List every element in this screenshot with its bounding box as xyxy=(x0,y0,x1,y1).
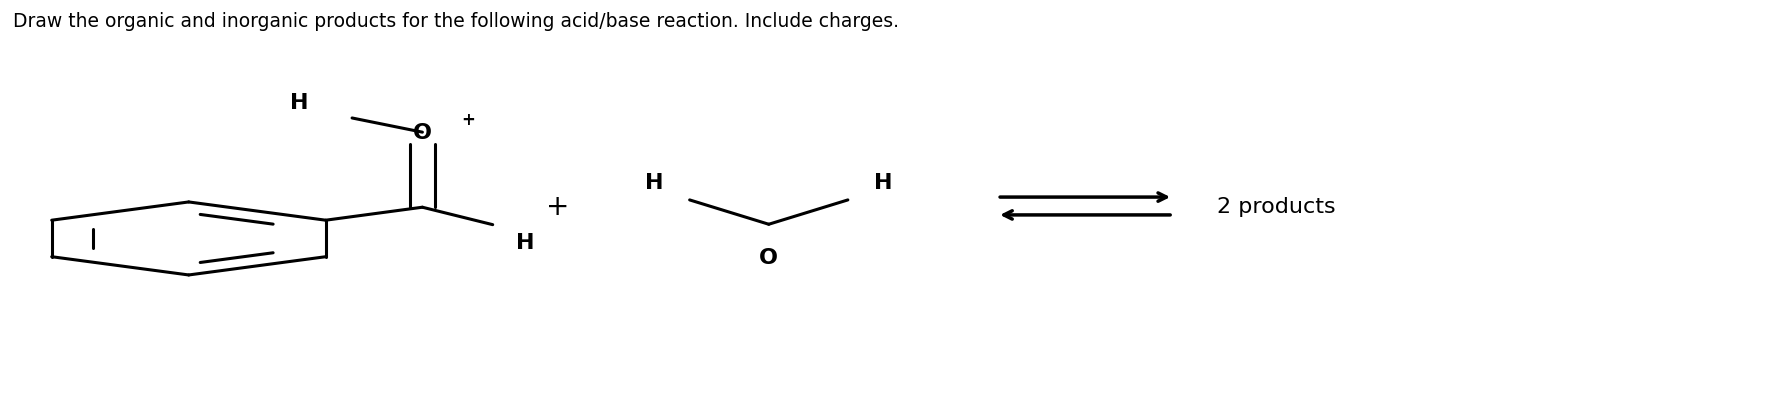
Text: H: H xyxy=(290,93,307,113)
Text: 2 products: 2 products xyxy=(1217,197,1335,216)
Text: +: + xyxy=(546,192,569,221)
Text: O: O xyxy=(759,247,779,267)
Text: H: H xyxy=(516,232,533,252)
Text: H: H xyxy=(874,172,892,192)
Text: H: H xyxy=(645,172,664,192)
Text: O: O xyxy=(413,123,433,143)
Text: Draw the organic and inorganic products for the following acid/base reaction. In: Draw the organic and inorganic products … xyxy=(12,12,899,31)
Text: +: + xyxy=(461,111,475,129)
